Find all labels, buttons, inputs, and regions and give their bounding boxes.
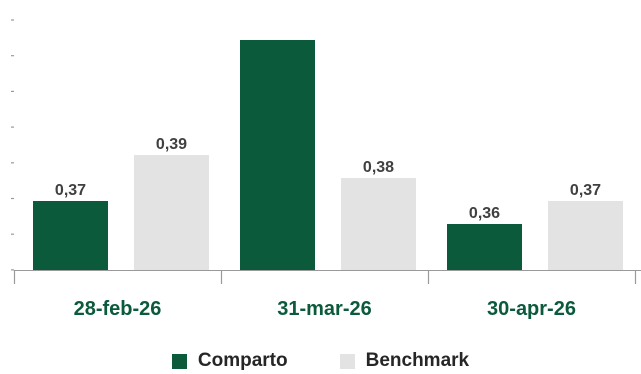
value-label-benchmark: 0,37 — [570, 182, 601, 199]
legend-item-benchmark[interactable]: Benchmark — [340, 350, 470, 372]
bar-chart: 0,37 0,39 0,38 0,36 0,37 28-feb-26 31-mar-26 3… — [0, 0, 641, 345]
value-label-comparto: 0,37 — [55, 182, 86, 199]
bar-comparto[interactable] — [240, 40, 315, 270]
legend-item-comparto[interactable]: Comparto — [172, 350, 288, 372]
bar-benchmark[interactable] — [341, 178, 416, 270]
x-axis: 28-feb-26 31-mar-26 30-apr-26 — [14, 270, 641, 320]
value-label-benchmark: 0,39 — [156, 136, 187, 153]
category-label: 28-feb-26 — [74, 298, 162, 320]
bars — [33, 40, 623, 270]
bar-comparto[interactable] — [33, 201, 108, 270]
bar-benchmark[interactable] — [134, 155, 209, 270]
comparto-swatch — [172, 354, 187, 369]
legend-label-comparto: Comparto — [198, 350, 288, 372]
y-axis-ticks — [11, 20, 14, 270]
legend-label-benchmark: Benchmark — [366, 350, 470, 372]
legend: Comparto Benchmark — [0, 348, 641, 374]
value-label-comparto: 0,36 — [469, 205, 500, 222]
category-label: 30-apr-26 — [487, 298, 576, 320]
bar-benchmark[interactable] — [548, 201, 623, 270]
benchmark-swatch — [340, 354, 355, 369]
bar-comparto[interactable] — [447, 224, 522, 270]
value-label-benchmark: 0,38 — [363, 159, 394, 176]
category-label: 31-mar-26 — [277, 298, 372, 320]
